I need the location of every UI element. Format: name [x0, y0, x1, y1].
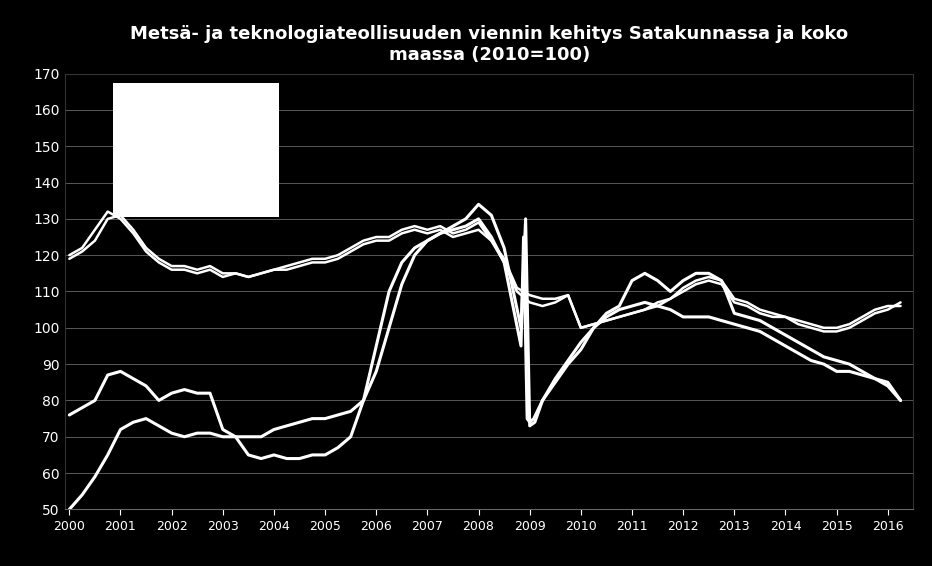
Bar: [113, 83, 279, 217]
Title: Metsä- ja teknologiateollisuuden viennin kehitys Satakunnassa ja koko
maassa (20: Metsä- ja teknologiateollisuuden viennin…: [130, 25, 848, 64]
